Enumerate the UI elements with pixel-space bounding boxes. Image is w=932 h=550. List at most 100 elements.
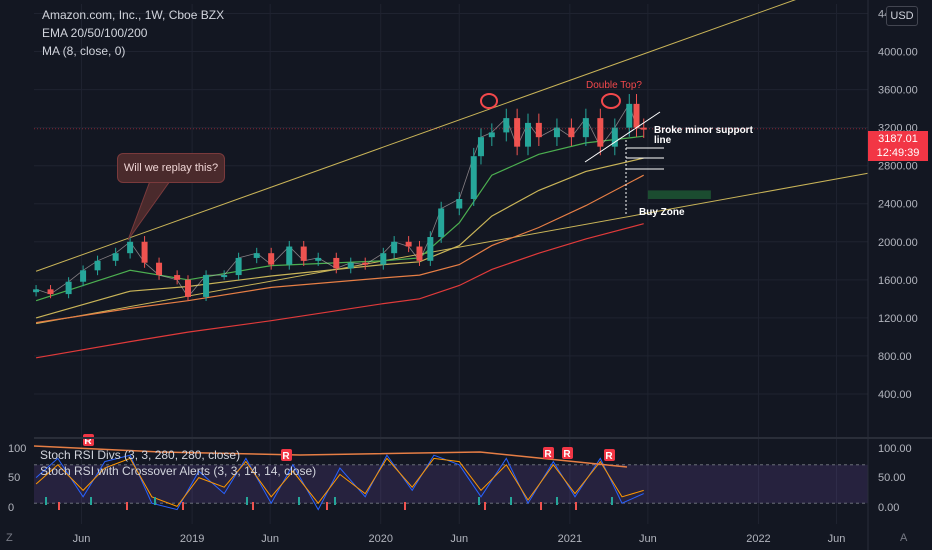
price-tick-label: 4000.00 <box>878 47 918 59</box>
candle-body <box>184 279 191 297</box>
time-tick-label: 2021 <box>558 533 582 545</box>
candle-body <box>438 208 445 238</box>
candle-body <box>611 127 618 147</box>
r-badge-box <box>543 447 554 459</box>
osc-signal-bar <box>298 497 300 505</box>
osc-signal-bar <box>326 502 328 510</box>
osc-signal-bar <box>45 497 47 505</box>
trendline <box>35 0 796 272</box>
price-tick-label: 400.00 <box>878 389 912 401</box>
ema-legend[interactable]: EMA 20/50/100/200 <box>42 26 148 40</box>
currency-button[interactable]: USD <box>886 6 918 26</box>
osc-signal-bar <box>575 502 577 510</box>
osc-signal-bar <box>252 502 254 510</box>
candles <box>33 94 647 301</box>
time-tick-label: Jun <box>450 533 468 545</box>
candle-body <box>477 137 484 157</box>
bar-countdown: 12:49:39 <box>876 147 920 159</box>
osc-left-tick: 50 <box>8 472 20 484</box>
top-circle-right <box>601 93 621 109</box>
r-badge-box <box>281 449 292 461</box>
candle-body <box>535 122 542 138</box>
double-top-label[interactable]: Double Top? <box>586 80 642 91</box>
candle-body <box>568 127 575 138</box>
r-badge-label: R <box>544 449 552 460</box>
candle-body <box>221 275 228 278</box>
osc-signal-bar <box>154 497 156 505</box>
last-price-value: 3187.01 <box>878 133 918 145</box>
stoch-d-line <box>35 457 644 508</box>
stoch-band <box>34 464 868 504</box>
time-tick-label: Jun <box>828 533 846 545</box>
candle-body <box>65 281 72 295</box>
price-tick-label: 2400.00 <box>878 199 918 211</box>
osc-signal-bar <box>478 497 480 505</box>
candle-body <box>362 262 369 265</box>
candle-body <box>174 275 181 280</box>
candle-body <box>470 156 477 199</box>
ema-line <box>36 174 644 324</box>
osc-signal-bar <box>510 497 512 505</box>
osc-signal-bar <box>556 497 558 505</box>
time-tick-label: Jun <box>639 533 657 545</box>
stoch-cross-legend[interactable]: Stoch RSI with Crossover Alerts (3, 3, 1… <box>40 464 317 478</box>
ma8-line <box>35 102 644 298</box>
last-price-tag: 3187.01 12:49:39 <box>868 131 928 161</box>
candle-body <box>253 253 260 258</box>
stoch-divs-legend[interactable]: Stoch RSI Divs (3, 3, 280, 280, close) <box>40 448 241 462</box>
ma-legend[interactable]: MA (8, close, 0) <box>42 44 126 58</box>
buy-zone-label[interactable]: Buy Zone <box>639 207 685 218</box>
osc-signal-bar <box>246 497 248 505</box>
candle-body <box>47 289 54 295</box>
callout-bubble[interactable]: Will we replay this? <box>117 153 225 183</box>
ema-line <box>35 223 644 359</box>
osc-signal-bar <box>404 502 406 510</box>
candle-body <box>112 253 119 261</box>
stoch-divs-line <box>33 445 628 468</box>
candle-body <box>315 257 322 261</box>
candle-body <box>286 246 293 265</box>
symbol-title[interactable]: Amazon.com, Inc., 1W, Cboe BZX <box>42 8 225 22</box>
r-badge-box <box>562 447 573 459</box>
candle-body <box>347 262 354 269</box>
candle-body <box>633 103 640 128</box>
candle-body <box>427 237 434 261</box>
candle-body <box>94 260 101 271</box>
candle-body <box>156 262 163 276</box>
candle-body <box>405 241 412 247</box>
candle-body <box>235 257 242 276</box>
drawings <box>34 93 868 241</box>
support-line <box>584 111 661 163</box>
ema-overlays <box>35 102 644 359</box>
candle-body <box>597 118 604 147</box>
top-circle-left <box>480 93 498 109</box>
broke-support-label-2[interactable]: line <box>654 135 672 146</box>
candle-body <box>391 241 398 254</box>
candle-body <box>514 118 521 147</box>
buy-zone-box <box>647 190 711 199</box>
candle-body <box>524 122 531 147</box>
osc-right-tick: 0.00 <box>878 502 899 514</box>
candle-body <box>333 257 340 269</box>
osc-left-tick: 100 <box>8 443 26 455</box>
zoom-corner-left[interactable]: Z <box>6 532 13 544</box>
auto-scale-corner[interactable]: A <box>900 532 908 544</box>
candle-body <box>503 118 510 133</box>
candle-body <box>80 270 87 282</box>
osc-signal-bar <box>126 502 128 510</box>
candle-body <box>141 241 148 263</box>
price-tick-label: 2000.00 <box>878 237 918 249</box>
osc-right-tick: 100.00 <box>878 443 912 455</box>
broke-support-label[interactable]: Broke minor support <box>654 125 753 136</box>
osc-signal-bar <box>540 502 542 510</box>
r-badge-label: R <box>84 436 92 447</box>
osc-signal-bar <box>58 502 60 510</box>
osc-signal-bar <box>182 502 184 510</box>
osc-signal-bar <box>484 502 486 510</box>
stoch-rsi-pane: RR R R R <box>33 434 868 511</box>
candle-body <box>127 241 134 254</box>
time-tick-label: 2019 <box>180 533 204 545</box>
candle-body <box>300 246 307 261</box>
osc-left-tick: 0 <box>8 502 14 514</box>
r-badge-box <box>604 449 615 461</box>
